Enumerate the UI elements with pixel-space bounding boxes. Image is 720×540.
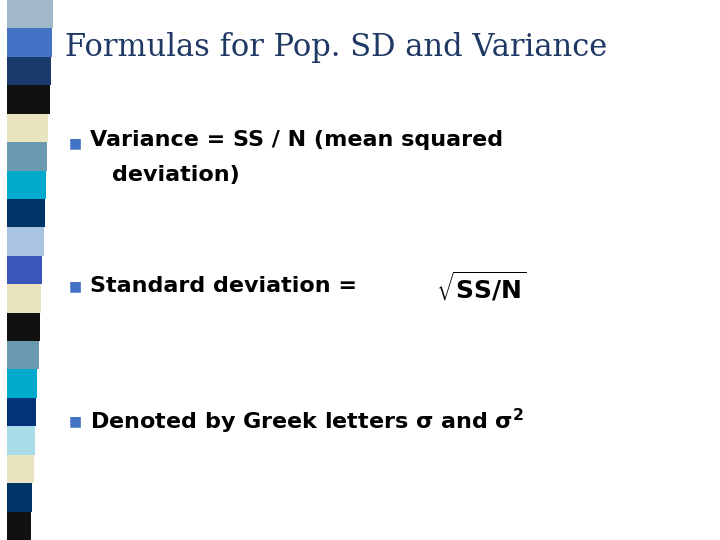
Bar xyxy=(7,171,46,199)
Bar xyxy=(7,341,39,369)
Text: ■: ■ xyxy=(69,279,82,293)
Text: Formulas for Pop. SD and Variance: Formulas for Pop. SD and Variance xyxy=(65,32,607,63)
Text: Variance = SS / N (mean squared: Variance = SS / N (mean squared xyxy=(90,130,503,150)
Bar xyxy=(7,57,51,85)
Text: ■: ■ xyxy=(69,414,82,428)
Bar xyxy=(7,284,41,313)
Bar xyxy=(7,227,43,256)
Bar xyxy=(7,398,36,426)
Bar xyxy=(7,426,35,455)
Bar xyxy=(7,313,40,341)
Bar xyxy=(7,511,31,540)
Bar xyxy=(7,256,42,284)
Bar xyxy=(7,85,50,114)
Bar xyxy=(7,0,53,29)
Bar xyxy=(7,483,32,511)
Text: ■: ■ xyxy=(69,136,82,150)
Text: deviation): deviation) xyxy=(112,165,239,185)
Bar xyxy=(7,114,48,142)
Bar xyxy=(7,29,52,57)
Text: Standard deviation =: Standard deviation = xyxy=(90,276,357,296)
Bar xyxy=(7,199,45,227)
Bar xyxy=(7,455,34,483)
Bar xyxy=(7,369,37,398)
Text: Denoted by Greek letters $\mathbf{\sigma}$ and $\mathbf{\sigma^2}$: Denoted by Greek letters $\mathbf{\sigma… xyxy=(90,407,524,436)
Text: $\mathbf{\sqrt{SS/N}}$: $\mathbf{\sqrt{SS/N}}$ xyxy=(436,269,526,303)
Bar xyxy=(7,142,48,171)
